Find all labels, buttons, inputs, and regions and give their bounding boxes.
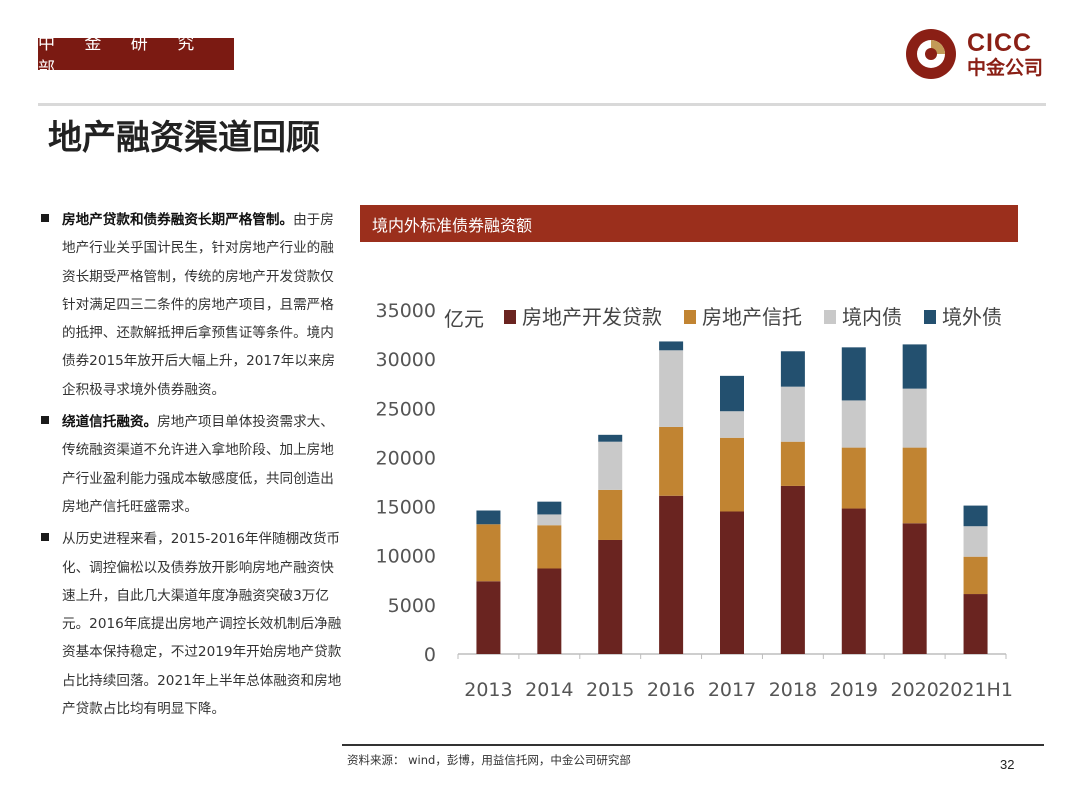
bar-segment [841,400,866,448]
bar-segment [476,510,501,525]
bar-segment [902,523,927,654]
y-tick-label: 15000 [376,497,436,519]
bullet-heading: 房地产贷款和债券融资长期严格管制。 [62,212,294,228]
bar-segment [659,426,684,496]
legend-label: 房地产信托 [702,305,802,329]
legend-label: 境内债 [842,305,902,329]
square-bullet-icon [41,214,49,222]
bar-segment [902,344,927,389]
page-number: 32 [1000,757,1015,772]
x-tick-label: 2021H1 [938,679,1013,701]
x-tick-label: 2016 [647,679,695,701]
bullet-heading: 绕道信托融资。 [62,414,158,431]
y-tick-label: 5000 [388,595,436,617]
bar-segment [902,447,927,524]
bar-segment [780,485,805,654]
x-tick-label: 2014 [525,679,573,701]
footer-divider [342,744,1044,746]
cicc-logo: CICC 中金公司 [905,28,1055,82]
stacked-bar-chart: 0 5000 10000 15000 20000 25000 30000 35000 2013 2… [376,300,1013,701]
bar-segment [780,386,805,442]
bar-segment [659,341,684,351]
bar-segment [537,568,562,654]
cicc-logo-icon [906,29,956,79]
bar-segment [963,556,988,595]
y-tick-label: 10000 [376,546,436,568]
bar-segment [963,594,988,654]
x-tick-label: 2018 [769,679,817,701]
bar-segment [841,447,866,509]
logo-text-cn: 中金公司 [967,57,1044,79]
bar-segment [537,501,562,515]
bullet-item: 从历史进程来看，2015-2016年伴随棚改货币化、调控偏松以及债券放开影响房地… [38,525,344,723]
bar-segment [963,505,988,527]
bar-segment [659,350,684,427]
legend-swatch [684,310,696,324]
chart-title-bar: 境内外标准债券融资额 [360,205,1018,242]
square-bullet-icon [41,416,49,425]
legend-swatch [504,310,516,324]
source-note: 资料来源： wind，彭博，用益信托网，中金公司研究部 [347,753,631,767]
bullet-item: 房地产贷款和债券融资长期严格管制。由于房地产行业关乎国计民生，针对房地产行业的融… [38,206,344,404]
y-tick-label: 35000 [376,300,436,322]
bar-segment [598,441,623,490]
bullet-body: 从历史进程来看，2015-2016年伴随棚改货币化、调控偏松以及债券放开影响房地… [62,531,342,718]
unit-label: 亿元 [444,307,484,331]
bullet-item: 绕道信托融资。房地产项目单体投资需求大、传统融资渠道不允许进入拿地阶段、加上房地… [38,408,344,521]
y-tick-label: 30000 [376,349,436,371]
bar-segment [537,525,562,569]
x-tick-label: 2019 [830,679,878,701]
bar-segment [841,508,866,654]
bar-segment [537,514,562,526]
bar-segment [963,526,988,557]
logo-text-en: CICC [967,29,1033,57]
bar-segment [780,441,805,486]
x-tick-label: 2017 [708,679,756,701]
bar-segment [720,375,744,412]
square-bullet-icon [41,533,49,542]
page-title: 地产融资渠道回顾 [48,118,320,158]
bullet-list: 房地产贷款和债券融资长期严格管制。由于房地产行业关乎国计民生，针对房地产行业的融… [38,206,344,727]
bar-segment [476,524,501,582]
legend-label: 境外债 [942,305,1002,329]
bar-segment [720,437,744,512]
legend-label: 房地产开发贷款 [522,305,662,329]
bar-segment [598,539,623,654]
x-tick-label: 2013 [464,679,512,701]
y-tick-label: 0 [424,644,436,666]
x-tick-label: 2015 [586,679,634,701]
bar-segment [476,581,501,654]
bar-segment [598,434,623,442]
y-tick-label: 20000 [376,447,436,469]
bar-segment [841,347,866,401]
legend-swatch [924,310,936,324]
legend-swatch [824,310,836,324]
bar-segment [902,388,927,448]
x-tick-label: 2020 [890,679,938,701]
bar-segment [598,489,623,540]
bullet-body: 房地产项目单体投资需求大、传统融资渠道不允许进入拿地阶段、加上房地产行业盈利能力… [62,414,334,515]
y-tick-label: 25000 [376,398,436,420]
bar-segment [720,511,744,654]
bullet-body: 由于房地产行业关乎国计民生，针对房地产行业的融资长期受严格管制，传统的房地产开发… [62,212,336,398]
header-divider [38,103,1046,106]
department-badge: 中 金 研 究 部 [38,34,234,79]
bar-segment [720,411,744,438]
bar-segment [780,351,805,387]
bar-segment [659,495,684,654]
